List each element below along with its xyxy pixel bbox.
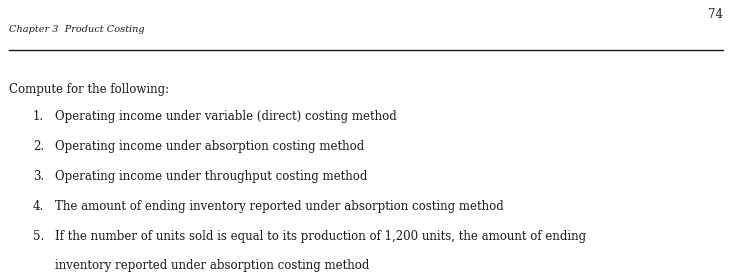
Text: Operating income under variable (direct) costing method: Operating income under variable (direct)… [55,110,397,123]
Text: 4.: 4. [33,200,44,213]
Text: Chapter 3  Product Costing: Chapter 3 Product Costing [9,25,145,34]
Text: inventory reported under absorption costing method: inventory reported under absorption cost… [55,259,370,272]
Text: 3.: 3. [33,170,44,183]
Text: Compute for the following:: Compute for the following: [9,83,169,96]
Text: Operating income under throughput costing method: Operating income under throughput costin… [55,170,368,183]
Text: Operating income under absorption costing method: Operating income under absorption costin… [55,140,365,153]
Text: If the number of units sold is equal to its production of 1,200 units, the amoun: If the number of units sold is equal to … [55,230,587,243]
Text: 2.: 2. [33,140,44,153]
Text: 74: 74 [708,8,723,21]
Text: 5.: 5. [33,230,44,243]
Text: The amount of ending inventory reported under absorption costing method: The amount of ending inventory reported … [55,200,504,213]
Text: 1.: 1. [33,110,44,123]
